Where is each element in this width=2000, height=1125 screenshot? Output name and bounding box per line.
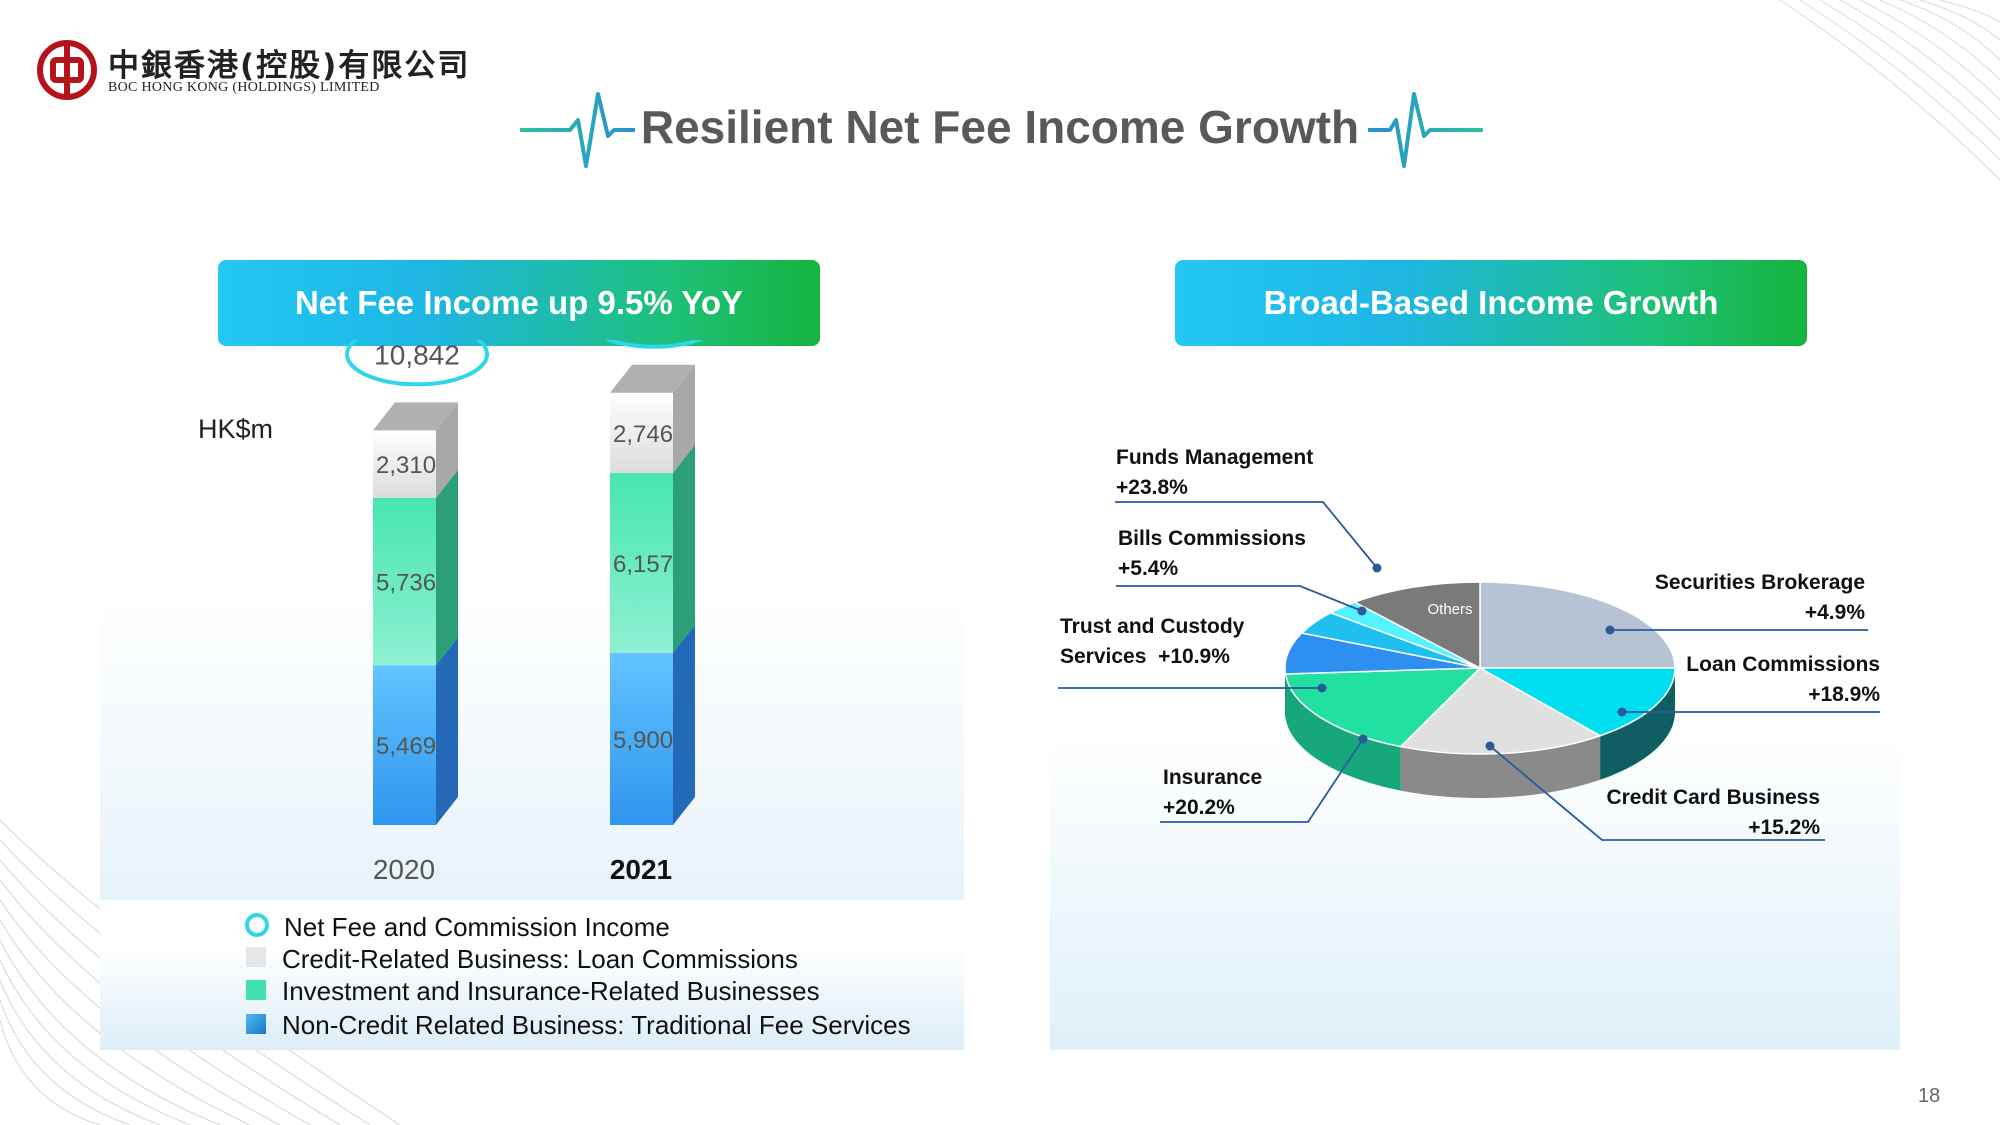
bar-2020-top — [373, 402, 458, 431]
page-number: 18 — [1918, 1085, 1941, 1107]
category-label-2021: 2021 — [610, 854, 672, 885]
bar-label-2020-credit: 2,310 — [376, 452, 436, 479]
company-name-cn: 中銀香港(控股)有限公司 — [108, 48, 471, 84]
page-title: Resilient Net Fee Income Growth — [640, 101, 1360, 153]
unit-label: HK$m — [198, 414, 274, 444]
decorative-stripes-top-right — [1779, 0, 2000, 181]
total-circle-2021 — [604, 340, 704, 349]
pie-label-funds-growth: +23.8% — [1116, 476, 1188, 499]
legend-swatch-credit — [246, 947, 266, 967]
bar-label-2021-noncredit: 5,900 — [613, 727, 673, 754]
ring-icon — [245, 913, 269, 937]
pie-label-insurance-name: Insurance — [1163, 766, 1263, 789]
bar-2020-credit-side — [436, 402, 458, 498]
pie-label-funds-name: Funds Management — [1116, 446, 1314, 469]
pie-label-bills-name: Bills Commissions — [1118, 527, 1306, 550]
legend-label-total: Net Fee and Commission Income — [284, 912, 670, 942]
bar-2021-noncredit-side — [673, 624, 695, 825]
legend-swatch-noncredit — [246, 1014, 266, 1034]
bar-2021-credit — [610, 392, 673, 473]
pie-label-funds: Funds Management +23.8% — [1116, 443, 1313, 503]
bar-label-2020-investment: 5,736 — [376, 570, 436, 597]
pie-label-trust: Trust and Custody Services +10.9% — [1060, 612, 1260, 672]
bar-2020-investment-side — [436, 469, 458, 666]
pie-label-creditcard-growth: +15.2% — [1748, 816, 1820, 839]
pie-label-loan-name: Loan Commissions — [1686, 653, 1880, 676]
heartbeat-icon-left — [520, 92, 635, 168]
bar-2021-investment — [610, 472, 673, 653]
legend-panel — [100, 902, 964, 1050]
pie-label-creditcard-name: Credit Card Business — [1606, 786, 1820, 809]
bar-2020-investment — [373, 497, 436, 666]
bar-label-2020-noncredit: 5,469 — [376, 733, 436, 760]
category-label-2020: 2020 — [373, 854, 435, 885]
pie-label-bills-growth: +5.4% — [1118, 557, 1179, 580]
pie-label-insurance-growth: +20.2% — [1163, 796, 1235, 819]
bar-label-2021-investment: 6,157 — [613, 551, 673, 578]
pie-label-insurance: Insurance +20.2% — [1163, 763, 1262, 823]
pie-label-securities: Securities Brokerage +4.9% — [1540, 568, 1865, 628]
pie-label-loan: Loan Commissions +18.9% — [1560, 650, 1880, 710]
legend-label-credit: Credit-Related Business: Loan Commission… — [282, 944, 798, 974]
bar-2021-credit-side — [673, 364, 695, 473]
pie-label-trust-name: Trust and Custody Services — [1060, 615, 1245, 668]
pie-label-loan-growth: +18.9% — [1808, 683, 1880, 706]
bar-label-2021-credit: 2,746 — [613, 421, 673, 448]
legend-item-total — [244, 912, 270, 943]
stacked-bar-chart: 5,469 5,736 2,310 10,842 2020 5,900 6,157 2,746… — [345, 340, 704, 885]
bar-2020-noncredit — [373, 665, 436, 825]
net-fee-banner: Net Fee Income up 9.5% YoY — [218, 260, 820, 346]
bar-2021-top — [610, 364, 695, 393]
pie-label-securities-name: Securities Brokerage — [1654, 571, 1865, 594]
pie-label-securities-growth: +4.9% — [1804, 601, 1865, 624]
broad-based-banner: Broad-Based Income Growth — [1175, 260, 1807, 346]
bar-2020-credit — [373, 430, 436, 498]
legend-label-investment: Investment and Insurance-Related Busines… — [282, 976, 820, 1006]
total-circle-2020 — [345, 340, 489, 387]
pie-label-creditcard: Credit Card Business +15.2% — [1500, 783, 1820, 843]
pie-label-trust-growth: +10.9% — [1158, 645, 1230, 668]
bar-2021-investment-side — [673, 444, 695, 653]
total-label-2020: 10,842 — [374, 340, 460, 370]
company-name-en: BOC HONG KONG (HOLDINGS) LIMITED — [108, 80, 380, 95]
heartbeat-icon-right — [1368, 92, 1483, 168]
boc-logo-icon — [37, 40, 97, 100]
bar-2020-noncredit-side — [436, 637, 458, 825]
legend-label-noncredit: Non-Credit Related Business: Traditional… — [282, 1010, 911, 1040]
bar-2021-noncredit — [610, 652, 673, 825]
legend-swatch-investment — [246, 980, 266, 1000]
pie-label-bills: Bills Commissions +5.4% — [1118, 524, 1306, 584]
bar-chart-panel — [100, 340, 964, 900]
